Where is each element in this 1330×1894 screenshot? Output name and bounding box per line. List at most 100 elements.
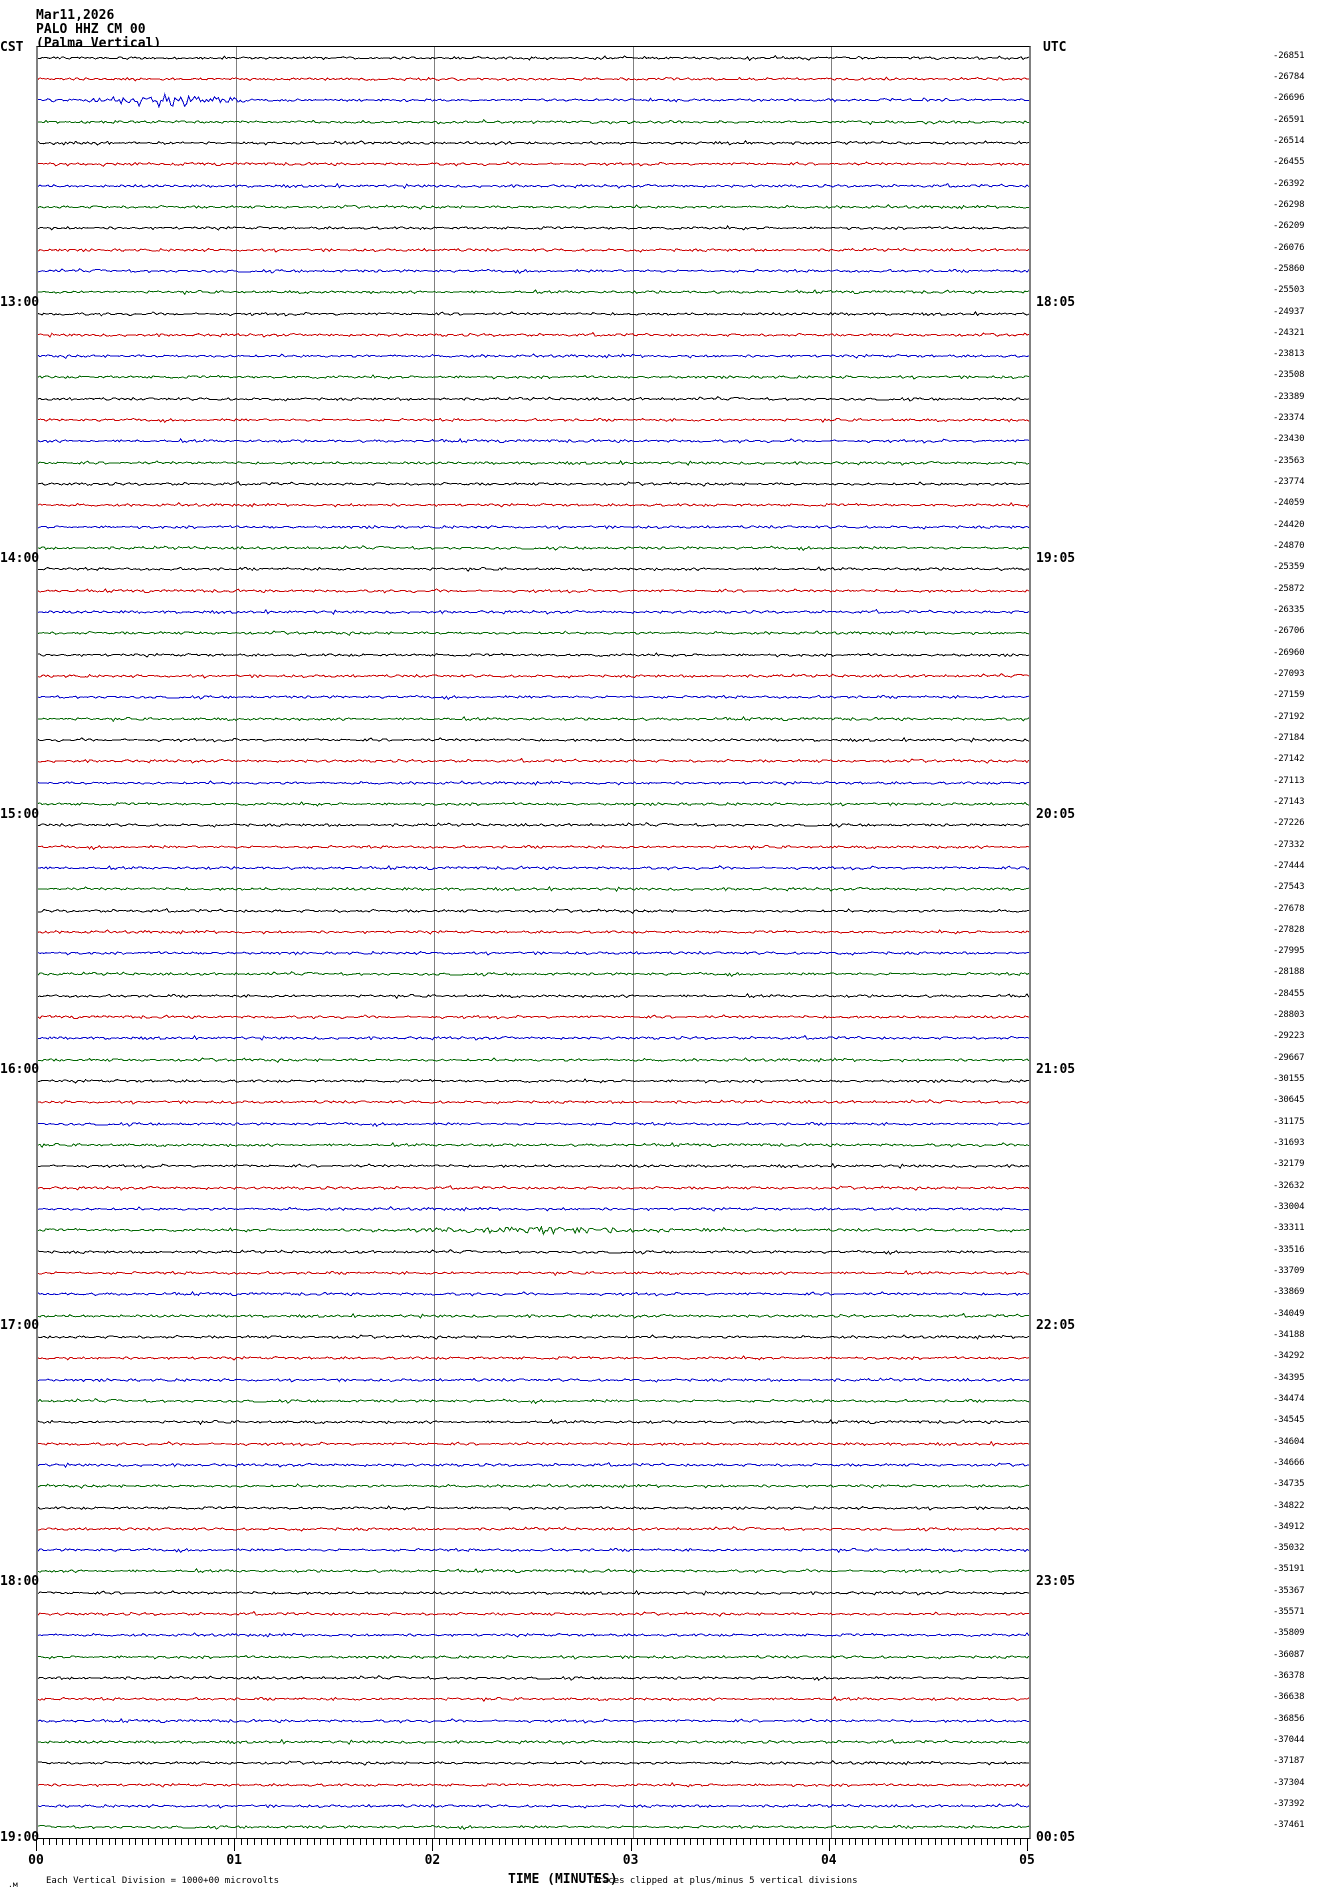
utc-hour-label: 20:05 <box>1036 806 1076 822</box>
amplitude-offset-label: -30645 <box>1273 1095 1305 1106</box>
seismic-trace-row <box>38 1775 1029 1795</box>
seismic-trace-row <box>38 709 1029 729</box>
seismic-trace-row <box>38 1817 1029 1837</box>
x-tick <box>181 1839 183 1845</box>
x-tick <box>676 1839 678 1845</box>
amplitude-offset-label: -25872 <box>1273 583 1305 594</box>
amplitude-offset-label: -34545 <box>1273 1415 1305 1426</box>
x-tick <box>452 1839 454 1845</box>
amplitude-offset-label: -24321 <box>1273 327 1305 338</box>
x-tick <box>339 1839 341 1845</box>
seismic-trace-row <box>38 837 1029 857</box>
cst-hour-label: 13:00 <box>0 294 40 310</box>
x-tick <box>822 1839 824 1845</box>
seismic-trace-row <box>38 1199 1029 1219</box>
seismic-trace-row <box>38 964 1029 984</box>
seismic-trace-row <box>38 240 1029 260</box>
x-tick-label: 03 <box>622 1853 639 1868</box>
amplitude-offset-label: -27113 <box>1273 775 1305 786</box>
amplitude-offset-label: -26696 <box>1273 93 1305 104</box>
seismic-trace-row <box>38 474 1029 494</box>
amplitude-offset-label: -25359 <box>1273 562 1305 573</box>
x-tick <box>1007 1839 1009 1845</box>
amplitude-offset-label: -26514 <box>1273 135 1305 146</box>
utc-hour-label: 23:05 <box>1036 1574 1076 1590</box>
seismic-trace-row <box>38 1540 1029 1560</box>
amplitude-offset-label: -28188 <box>1273 967 1305 978</box>
x-tick <box>690 1839 692 1845</box>
amplitude-offset-label: -35191 <box>1273 1564 1305 1575</box>
amplitude-offset-label: -23774 <box>1273 477 1305 488</box>
seismic-trace-row <box>38 773 1029 793</box>
x-tick <box>214 1839 216 1845</box>
x-tick-label: 01 <box>226 1853 243 1868</box>
x-tick <box>617 1839 619 1845</box>
x-tick-label: 02 <box>424 1853 441 1868</box>
x-tick <box>221 1839 222 1845</box>
x-tick <box>881 1839 883 1845</box>
x-tick <box>756 1839 758 1845</box>
seismic-trace-row <box>38 986 1029 1006</box>
x-tick <box>742 1839 744 1845</box>
x-tick <box>306 1839 308 1845</box>
amplitude-offset-label: -27143 <box>1273 796 1305 807</box>
x-tick <box>868 1839 870 1845</box>
amplitude-offset-label: -26209 <box>1273 221 1305 232</box>
x-tick <box>135 1839 137 1845</box>
x-tick <box>260 1839 262 1845</box>
x-tick <box>927 1839 929 1845</box>
x-tick <box>894 1839 896 1845</box>
seismic-trace-row <box>38 1796 1029 1816</box>
x-tick <box>571 1839 573 1845</box>
amplitude-offset-label: -36856 <box>1273 1713 1305 1724</box>
x-tick <box>630 1839 632 1851</box>
seismic-trace-row <box>38 1455 1029 1475</box>
amplitude-offset-label: -29223 <box>1273 1031 1305 1042</box>
seismic-trace-row <box>38 389 1029 409</box>
amplitude-offset-label: -24870 <box>1273 541 1305 552</box>
x-axis-ticks <box>36 1839 1031 1851</box>
x-tick <box>353 1839 355 1845</box>
seismic-trace-row <box>38 922 1029 942</box>
amplitude-offset-label: -23389 <box>1273 391 1305 402</box>
seismic-trace-row <box>38 1391 1029 1411</box>
seismic-trace-row <box>38 559 1029 579</box>
x-tick <box>69 1839 70 1845</box>
x-tick <box>491 1839 493 1845</box>
left-timezone-label: CST <box>0 40 24 55</box>
cst-hour-label: 17:00 <box>0 1318 40 1334</box>
x-axis-title: TIME (MINUTES) <box>508 1872 618 1887</box>
x-tick <box>775 1839 777 1845</box>
x-tick <box>650 1839 652 1845</box>
x-tick <box>194 1839 196 1845</box>
x-tick <box>782 1839 784 1845</box>
x-tick <box>696 1839 698 1845</box>
x-tick <box>643 1839 645 1845</box>
amplitude-offset-label: -34395 <box>1273 1372 1305 1383</box>
x-tick <box>848 1839 850 1845</box>
x-tick <box>148 1839 150 1845</box>
x-tick <box>994 1839 995 1845</box>
x-tick <box>75 1839 77 1845</box>
amplitude-offset-label: -30155 <box>1273 1074 1305 1085</box>
amplitude-offset-label: -33709 <box>1273 1265 1305 1276</box>
seismic-trace-row <box>38 1092 1029 1112</box>
x-tick <box>439 1839 440 1845</box>
x-tick <box>141 1839 143 1845</box>
x-tick <box>505 1839 507 1845</box>
seismic-trace-row <box>38 1583 1029 1603</box>
cst-hour-label: 19:00 <box>0 1830 40 1845</box>
seismic-trace-row <box>38 90 1029 110</box>
seismic-trace-row <box>38 133 1029 153</box>
amplitude-offset-label: -33004 <box>1273 1202 1305 1213</box>
amplitude-offset-label: -24937 <box>1273 306 1305 317</box>
amplitude-offset-label: -36378 <box>1273 1671 1305 1682</box>
cst-hour-label: 15:00 <box>0 806 40 822</box>
amplitude-offset-label: -37044 <box>1273 1735 1305 1746</box>
x-tick <box>769 1839 771 1845</box>
x-tick <box>333 1839 335 1845</box>
seismic-trace-row <box>38 1625 1029 1645</box>
seismic-trace-row <box>38 304 1029 324</box>
x-tick <box>789 1839 791 1845</box>
